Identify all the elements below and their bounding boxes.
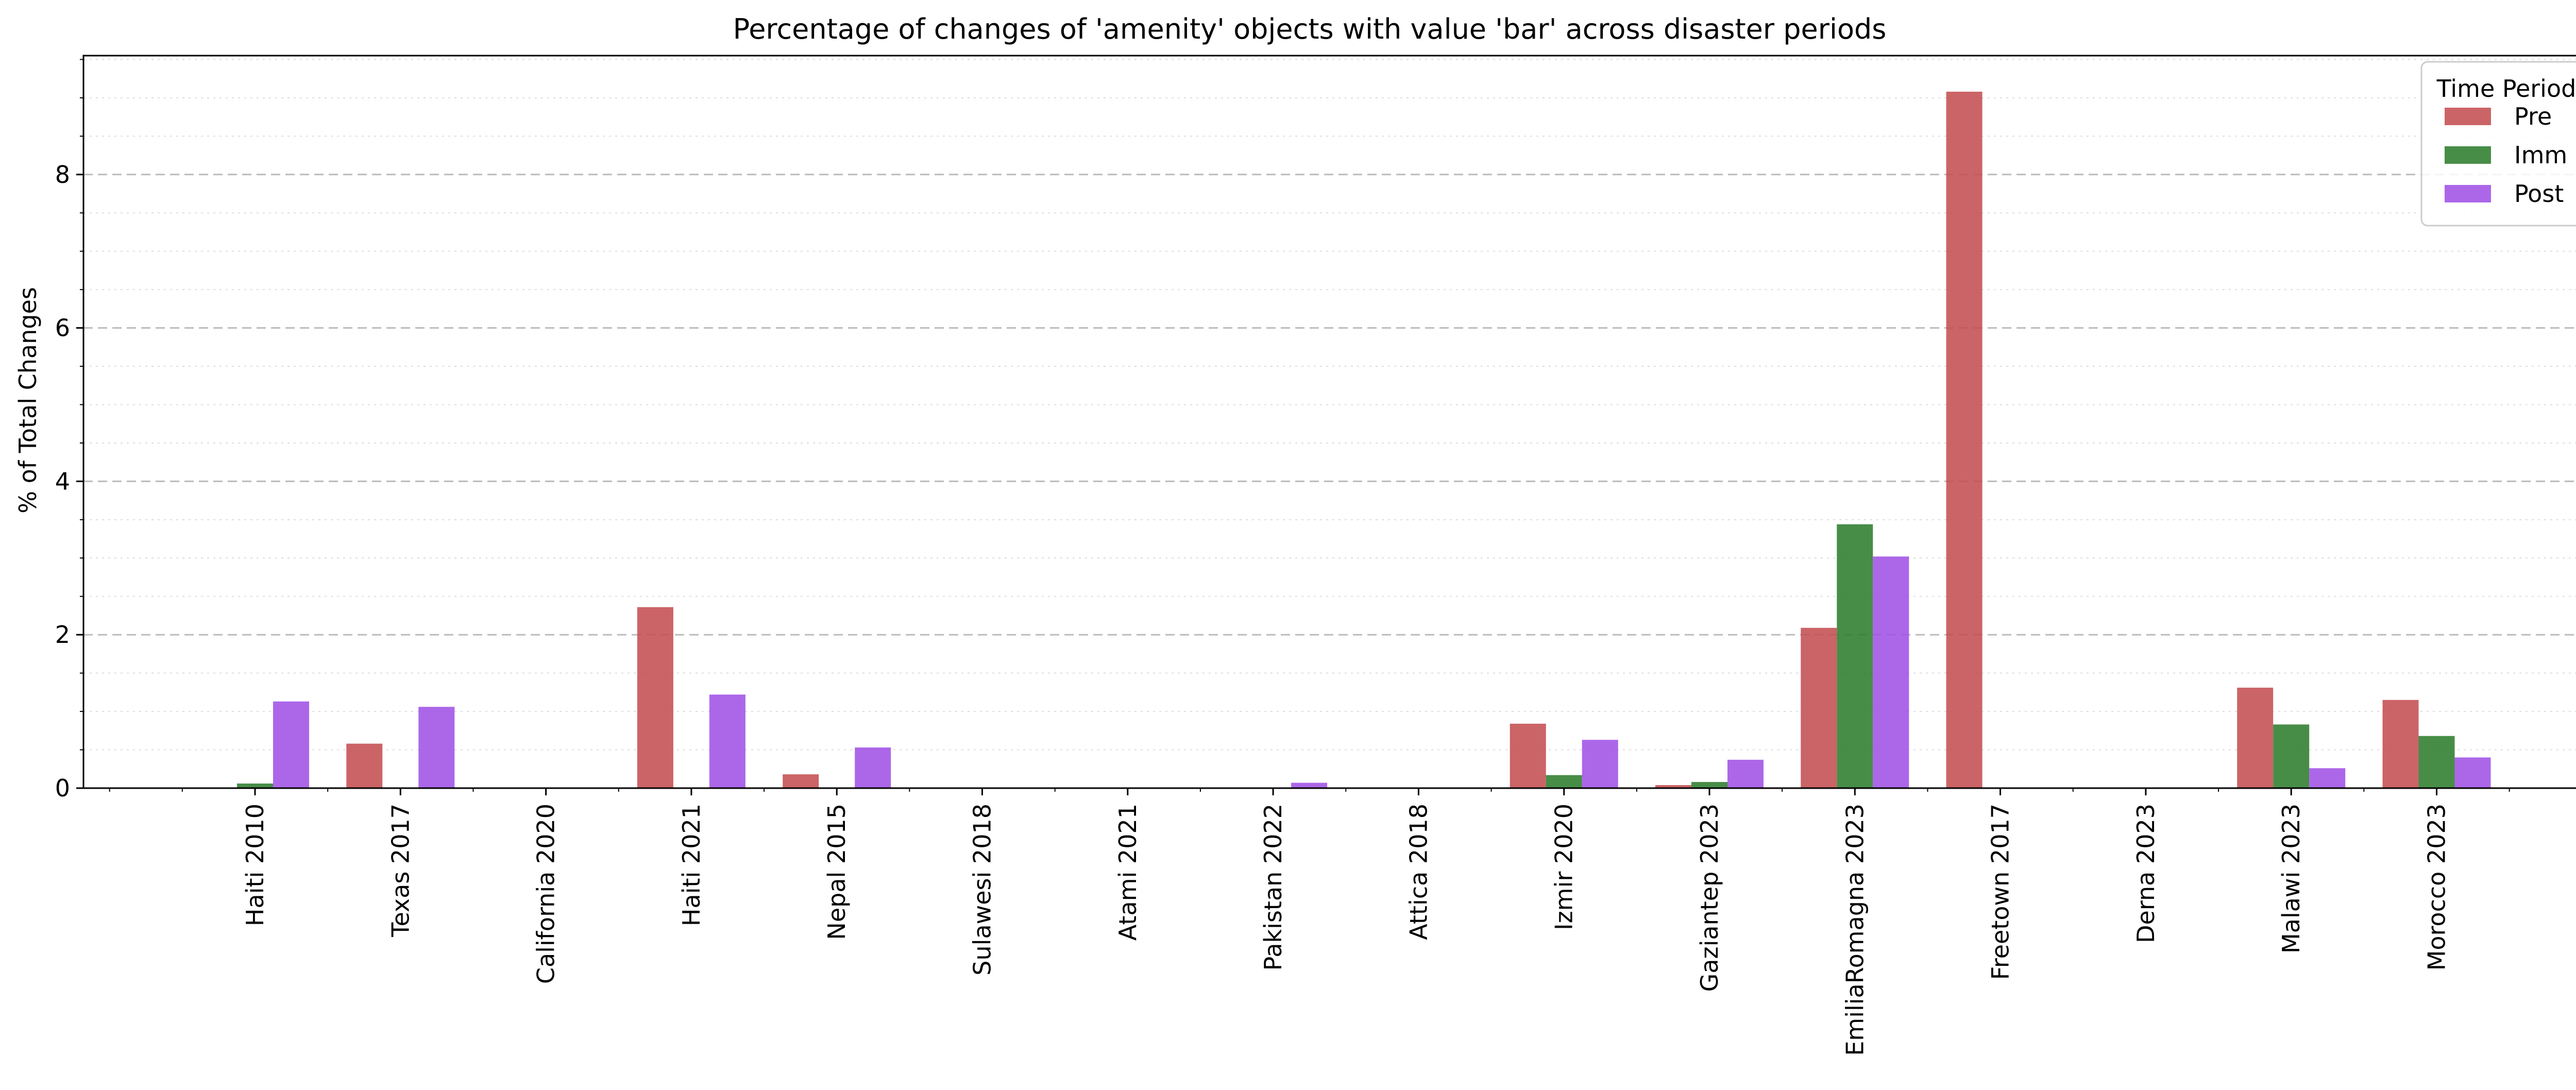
x-tick-label: Texas 2017	[386, 804, 414, 938]
x-tick-label: Pakistan 2022	[1259, 804, 1287, 970]
legend-title: Time Period	[2436, 75, 2576, 103]
bar-post-0	[273, 701, 309, 788]
y-axis-label: % of Total Changes	[14, 287, 42, 513]
x-tick-label: Sulawesi 2018	[969, 804, 996, 976]
x-tick-label: Gaziantep 2023	[1696, 804, 1723, 992]
bar-post-15	[2454, 757, 2491, 788]
x-tick-label: Haiti 2010	[241, 804, 269, 926]
legend-label-post: Post	[2514, 180, 2564, 208]
bar-pre-10	[1655, 785, 1691, 788]
bar-pre-3	[637, 607, 673, 788]
bar-imm-10	[1691, 782, 1727, 788]
legend: Time Period Pre Imm Post	[2420, 61, 2576, 227]
bar-imm-0	[237, 784, 273, 788]
y-tick-label: 0	[55, 774, 70, 802]
y-tick-label: 2	[55, 621, 70, 649]
legend-frame	[2420, 61, 2576, 227]
bar-pre-11	[1801, 627, 1837, 788]
x-tick-label: Freetown 2017	[1987, 804, 2014, 980]
bar-pre-1	[346, 743, 383, 788]
x-tick-label: Malawi 2023	[2277, 804, 2305, 953]
bar-post-10	[1727, 759, 1764, 788]
legend-swatch-post	[2445, 185, 2491, 202]
x-tick-label: Izmir 2020	[1550, 804, 1578, 930]
x-tick-label: Attica 2018	[1404, 804, 1432, 940]
y-tick-label: 8	[55, 161, 70, 189]
bar-pre-4	[783, 774, 819, 788]
bars	[237, 91, 2491, 788]
bar-pre-14	[2237, 687, 2274, 788]
x-tick-label: Derna 2023	[2132, 804, 2160, 943]
x-tick-label: California 2020	[532, 804, 560, 984]
x-tick-label: Morocco 2023	[2423, 804, 2451, 970]
bar-post-11	[1873, 556, 1909, 788]
bar-post-9	[1582, 740, 1618, 788]
axes: 0 2 4 6 8 Haiti 2010 Texas 2017 California 2020…	[55, 55, 2576, 1056]
bar-pre-12	[1946, 91, 1982, 788]
x-tick-label: Nepal 2015	[823, 804, 851, 940]
legend-label-imm: Imm	[2514, 141, 2567, 169]
bar-post-14	[2309, 768, 2346, 788]
bar-imm-14	[2273, 724, 2310, 788]
chart-title: Percentage of changes of 'amenity' objec…	[733, 13, 1887, 45]
bar-pre-15	[2382, 700, 2419, 788]
x-tick-label: Haiti 2021	[677, 804, 705, 926]
bar-post-3	[709, 694, 745, 788]
y-tick-label: 4	[55, 467, 70, 495]
bar-post-1	[418, 707, 455, 788]
x-tick-label: Atami 2021	[1114, 804, 1142, 941]
bar-imm-15	[2418, 736, 2455, 788]
legend-label-pre: Pre	[2514, 103, 2552, 130]
grid	[83, 59, 2576, 751]
plot-frame	[82, 55, 2576, 789]
bar-imm-9	[1546, 775, 1582, 788]
bar-post-4	[855, 747, 891, 788]
bar-post-7	[1291, 782, 1328, 788]
legend-swatch-imm	[2445, 146, 2491, 164]
bar-imm-11	[1837, 524, 1873, 788]
bar-pre-9	[1510, 723, 1546, 788]
x-tick-label: EmiliaRomagna 2023	[1841, 804, 1869, 1056]
y-tick-label: 6	[55, 314, 70, 342]
legend-swatch-pre	[2445, 108, 2491, 125]
